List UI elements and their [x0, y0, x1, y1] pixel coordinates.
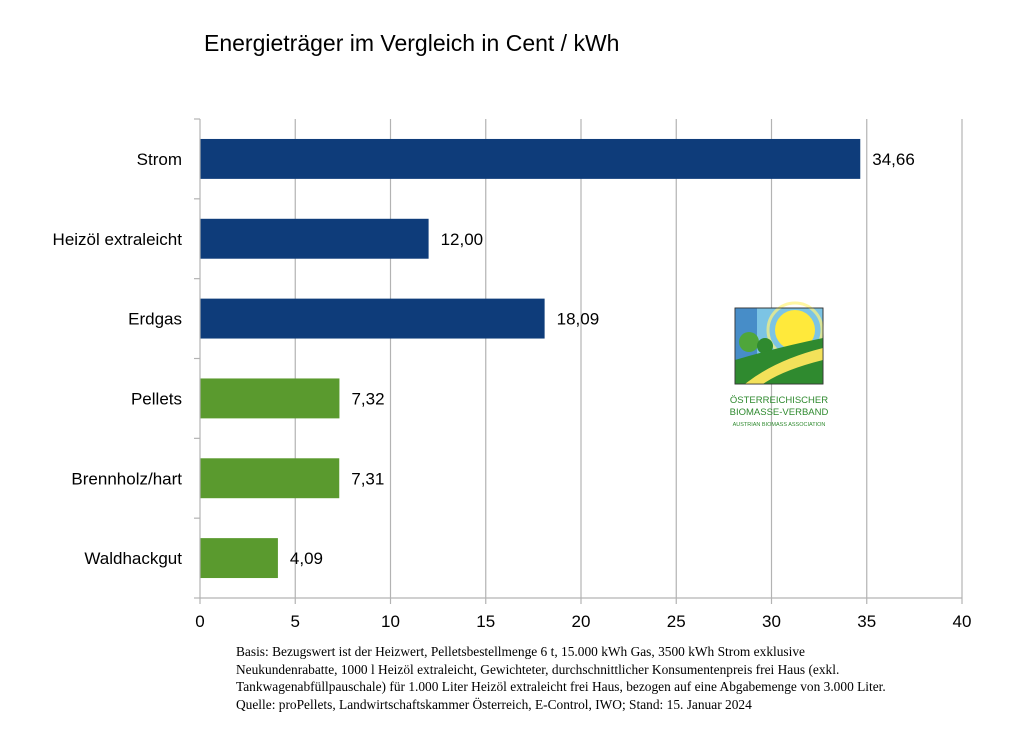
note-line: Quelle: proPellets, Landwirtschaftskamme…	[236, 696, 752, 712]
bar	[200, 298, 545, 339]
bars	[200, 138, 861, 579]
value-label: 12,00	[441, 230, 484, 249]
category-label: Brennholz/hart	[71, 469, 182, 488]
value-label: 7,31	[351, 469, 384, 488]
category-label: Pellets	[131, 389, 182, 408]
grid-lines	[294, 119, 963, 598]
category-label: Strom	[137, 150, 182, 169]
x-tick-label: 20	[572, 612, 591, 631]
logo: Österreichischer Biomasse-Verband Austri…	[730, 301, 829, 428]
value-label: 18,09	[557, 310, 600, 329]
category-label: Waldhackgut	[84, 549, 182, 568]
value-label: 34,66	[872, 150, 915, 169]
source-note: Basis: Bezugswert ist der Heizwert, Pell…	[236, 643, 1006, 713]
value-label: 4,09	[290, 549, 323, 568]
logo-line1: Österreichischer	[730, 395, 828, 406]
x-tick-label: 35	[857, 612, 876, 631]
x-tick-label: 0	[195, 612, 204, 631]
bar	[200, 138, 861, 179]
bar	[200, 458, 340, 499]
category-label: Heizöl extraleicht	[53, 230, 183, 249]
note-line: Basis: Bezugswert ist der Heizwert, Pell…	[236, 644, 805, 659]
bar	[200, 378, 340, 419]
note-line: Tankwagenabfüllpauschale) für 1.000 Lite…	[236, 679, 886, 695]
axes	[194, 118, 963, 604]
labels: 0 5 10 15 20 25 30 35 40 Strom 34,66 Heizöl extrale…	[53, 150, 972, 631]
note-line: Neukundenrabatte, 1000 l Heizöl extralei…	[236, 661, 840, 677]
logo-line2: Biomasse-Verband	[730, 407, 829, 418]
x-tick-label: 25	[667, 612, 686, 631]
x-tick-label: 10	[381, 612, 400, 631]
value-label: 7,32	[351, 389, 384, 408]
x-tick-label: 15	[476, 612, 495, 631]
chart-title: Energieträger im Vergleich in Cent / kWh	[204, 30, 620, 56]
logo-line3: Austrian Biomass Association	[733, 422, 826, 428]
x-tick-label: 40	[953, 612, 972, 631]
category-label: Erdgas	[128, 310, 182, 329]
x-tick-label: 30	[762, 612, 781, 631]
bar	[200, 218, 429, 259]
x-tick-label: 5	[291, 612, 300, 631]
bar	[200, 538, 278, 579]
